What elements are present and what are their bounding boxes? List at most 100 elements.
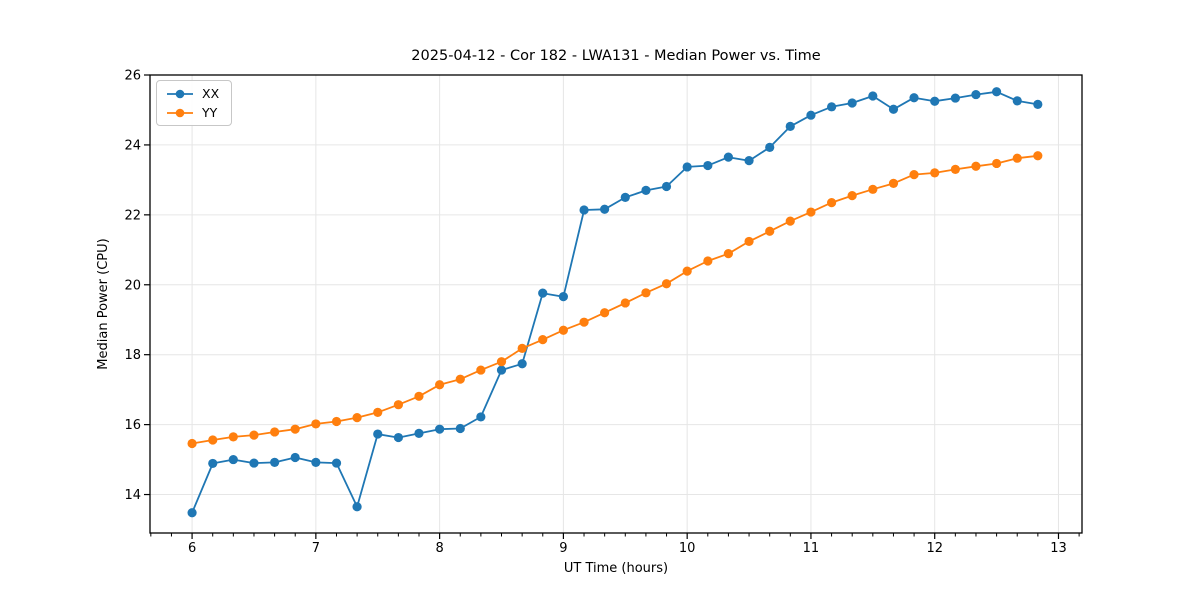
data-point-xx [579, 205, 589, 215]
legend-label-yy: YY [202, 105, 218, 120]
data-point-yy [270, 427, 280, 437]
data-point-xx [538, 288, 548, 298]
data-point-yy [930, 168, 940, 178]
x-axis-label: UT Time (hours) [563, 561, 669, 576]
data-point-yy [331, 416, 342, 427]
data-point-yy [517, 343, 527, 354]
data-point-xx [991, 87, 1002, 97]
x-tick-label: 8 [435, 541, 443, 556]
data-point-yy [187, 438, 197, 449]
data-point-xx [435, 424, 445, 434]
legend-line-sample-xx-icon [167, 89, 193, 98]
data-point-xx [558, 292, 568, 302]
x-tick-label: 12 [926, 541, 943, 556]
data-point-xx [600, 204, 610, 214]
data-point-xx [971, 89, 981, 100]
data-point-yy [600, 308, 610, 318]
x-tick-label: 11 [803, 541, 820, 556]
data-point-yy [682, 266, 692, 276]
data-point-xx [414, 428, 424, 438]
y-tick-label: 22 [124, 208, 141, 223]
data-point-yy [744, 236, 754, 247]
data-point-xx [641, 185, 651, 195]
y-tick-label: 24 [124, 138, 141, 153]
data-point-xx [476, 412, 486, 422]
y-tick-label: 18 [124, 348, 141, 363]
data-point-yy [393, 400, 404, 410]
data-point-yy [538, 335, 548, 345]
data-point-yy [311, 419, 321, 429]
data-point-xx [744, 156, 754, 166]
data-point-xx [703, 160, 713, 171]
x-tick-label: 7 [312, 541, 320, 556]
data-point-xx [682, 162, 692, 172]
data-point-xx [496, 365, 507, 375]
data-point-xx [909, 93, 919, 103]
data-point-yy [641, 288, 651, 298]
data-point-yy [352, 413, 362, 423]
y-tick-label: 20 [124, 278, 141, 293]
data-point-xx [311, 457, 321, 467]
data-point-yy [847, 191, 857, 201]
data-point-yy [806, 207, 816, 217]
data-point-xx [930, 96, 940, 106]
data-point-yy [1012, 153, 1022, 163]
series-line-yy [191, 154, 1038, 445]
legend-row-yy: YY [165, 105, 219, 120]
data-point-xx [950, 93, 960, 103]
data-point-yy [971, 161, 981, 171]
data-point-xx [517, 359, 527, 369]
data-point-yy [208, 435, 218, 445]
data-point-xx [393, 432, 404, 443]
data-point-xx [827, 102, 837, 112]
x-tick-label: 10 [679, 541, 696, 556]
data-point-xx [455, 423, 465, 434]
y-axis-label: Median Power (CPU) [96, 238, 111, 370]
data-point-xx [868, 91, 878, 101]
data-point-yy [765, 226, 775, 236]
data-point-xx [1033, 99, 1043, 109]
data-point-xx [290, 452, 300, 463]
data-point-xx [270, 457, 280, 467]
data-point-yy [661, 279, 672, 289]
data-point-yy [991, 158, 1002, 169]
x-tick-label: 13 [1050, 541, 1067, 556]
data-point-yy [373, 407, 383, 417]
legend-row-xx: XX [165, 86, 219, 101]
data-point-yy [868, 184, 878, 194]
legend: XX YY [156, 80, 233, 126]
data-point-xx [187, 508, 197, 518]
data-point-xx [785, 121, 795, 131]
data-point-xx [331, 458, 342, 468]
series-line-xx [191, 90, 1038, 514]
data-point-xx [888, 104, 899, 114]
data-point-yy [827, 198, 837, 208]
data-point-xx [228, 454, 238, 465]
data-point-yy [414, 391, 424, 401]
y-tick-label: 26 [124, 69, 141, 84]
plot-border [149, 74, 1083, 534]
data-point-yy [723, 249, 733, 259]
data-point-yy [579, 317, 589, 327]
data-point-xx [661, 181, 672, 192]
data-point-yy [435, 380, 445, 390]
chart-title: 2025-04-12 - Cor 182 - LWA131 - Median P… [411, 48, 821, 64]
data-point-xx [847, 98, 857, 108]
legend-label-xx: XX [202, 86, 220, 101]
data-point-yy [909, 170, 919, 180]
data-point-yy [290, 424, 300, 434]
data-point-yy [228, 432, 238, 442]
data-point-xx [620, 192, 630, 202]
data-point-xx [806, 110, 816, 120]
data-point-yy [1033, 151, 1043, 161]
data-point-xx [352, 502, 362, 512]
data-point-yy [455, 374, 465, 384]
data-point-yy [888, 178, 899, 188]
data-point-yy [620, 298, 630, 308]
data-point-yy [476, 365, 486, 375]
data-point-yy [558, 325, 568, 335]
x-tick-label: 9 [559, 541, 567, 556]
data-point-xx [723, 152, 733, 162]
data-point-xx [373, 429, 383, 439]
